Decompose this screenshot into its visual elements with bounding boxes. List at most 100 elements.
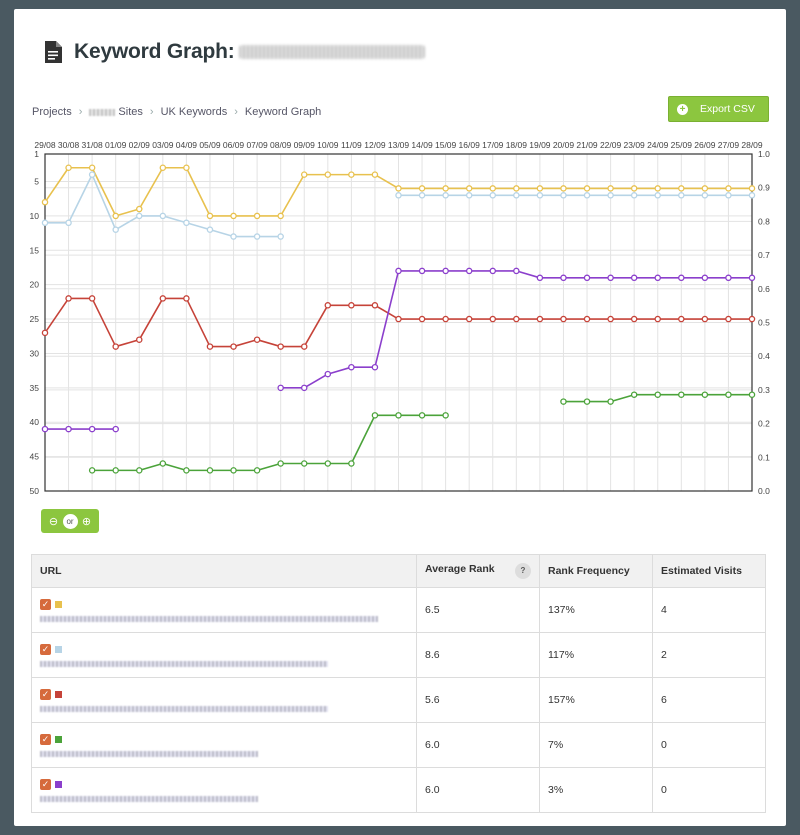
data-point[interactable] — [136, 205, 143, 213]
data-point[interactable] — [88, 467, 96, 474]
data-point[interactable] — [253, 233, 261, 240]
data-point[interactable] — [65, 164, 72, 172]
data-point[interactable] — [277, 233, 284, 240]
data-point[interactable] — [654, 185, 661, 192]
data-point[interactable] — [465, 185, 473, 192]
data-point[interactable] — [748, 274, 756, 282]
data-point[interactable] — [607, 398, 614, 405]
data-point[interactable] — [300, 384, 308, 392]
data-point[interactable] — [630, 391, 638, 398]
data-point[interactable] — [324, 302, 332, 309]
data-point[interactable] — [277, 212, 284, 220]
data-point[interactable] — [725, 274, 732, 282]
data-point[interactable] — [607, 185, 614, 192]
data-point[interactable] — [348, 171, 355, 178]
data-point[interactable] — [654, 274, 661, 282]
data-point[interactable] — [159, 295, 167, 302]
breadcrumb-sites[interactable]: Sites — [118, 106, 143, 118]
data-point[interactable] — [725, 185, 732, 192]
data-point[interactable] — [206, 226, 214, 233]
data-point[interactable] — [300, 460, 308, 467]
data-point[interactable] — [112, 467, 119, 474]
data-point[interactable] — [300, 343, 308, 350]
data-point[interactable] — [324, 460, 332, 467]
data-point[interactable] — [277, 460, 284, 467]
data-point[interactable] — [583, 315, 591, 323]
data-point[interactable] — [536, 192, 544, 199]
data-point[interactable] — [701, 274, 709, 282]
data-point[interactable] — [513, 315, 520, 323]
data-point[interactable] — [418, 185, 426, 192]
data-point[interactable] — [607, 274, 614, 282]
data-point[interactable] — [348, 460, 355, 467]
data-point[interactable] — [371, 363, 379, 371]
data-point[interactable] — [489, 315, 497, 323]
data-point[interactable] — [678, 391, 685, 398]
data-point[interactable] — [630, 315, 638, 323]
data-point[interactable] — [112, 425, 119, 433]
data-point[interactable] — [442, 267, 449, 275]
data-point[interactable] — [654, 391, 661, 398]
data-point[interactable] — [183, 219, 190, 227]
data-point[interactable] — [465, 267, 473, 275]
data-point[interactable] — [583, 192, 591, 199]
data-point[interactable] — [678, 192, 685, 199]
data-point[interactable] — [607, 315, 614, 323]
zoom-button[interactable]: ⊖ or ⊕ — [41, 509, 99, 533]
data-point[interactable] — [88, 295, 96, 302]
data-point[interactable] — [465, 192, 473, 199]
data-point[interactable] — [65, 425, 72, 433]
data-point[interactable] — [442, 192, 449, 199]
checkmark-icon[interactable]: ✓ — [40, 733, 51, 745]
data-point[interactable] — [41, 425, 49, 433]
data-point[interactable] — [513, 192, 520, 199]
data-point[interactable] — [701, 391, 709, 398]
data-point[interactable] — [442, 315, 449, 323]
data-point[interactable] — [630, 192, 638, 199]
data-point[interactable] — [277, 384, 284, 392]
data-point[interactable] — [183, 164, 190, 172]
data-point[interactable] — [230, 212, 237, 220]
zoom-out-icon[interactable]: ⊖ — [48, 515, 59, 528]
data-point[interactable] — [371, 412, 379, 419]
data-point[interactable] — [183, 467, 190, 474]
data-point[interactable] — [253, 212, 261, 220]
data-point[interactable] — [206, 212, 214, 220]
data-point[interactable] — [395, 192, 402, 199]
data-point[interactable] — [253, 467, 261, 474]
data-point[interactable] — [536, 315, 544, 323]
data-point[interactable] — [112, 343, 119, 350]
data-point[interactable] — [230, 467, 237, 474]
data-point[interactable] — [489, 185, 497, 192]
breadcrumb-uk-keywords[interactable]: UK Keywords — [160, 106, 228, 118]
data-point[interactable] — [159, 460, 167, 467]
data-point[interactable] — [607, 192, 614, 199]
data-point[interactable] — [395, 412, 402, 419]
data-point[interactable] — [725, 315, 732, 323]
data-point[interactable] — [701, 315, 709, 323]
data-point[interactable] — [678, 274, 685, 282]
data-point[interactable] — [442, 185, 449, 192]
data-point[interactable] — [395, 267, 402, 275]
data-point[interactable] — [324, 370, 332, 378]
checkmark-icon[interactable]: ✓ — [40, 643, 51, 655]
data-point[interactable] — [65, 295, 72, 302]
data-point[interactable] — [41, 198, 49, 206]
data-point[interactable] — [136, 212, 143, 220]
data-point[interactable] — [277, 343, 284, 350]
data-point[interactable] — [418, 412, 426, 419]
data-point[interactable] — [536, 185, 544, 192]
data-point[interactable] — [583, 274, 591, 282]
question-icon[interactable]: ? — [515, 563, 531, 579]
data-point[interactable] — [583, 398, 591, 405]
data-point[interactable] — [65, 219, 72, 227]
data-point[interactable] — [560, 315, 567, 323]
breadcrumb-projects[interactable]: Projects — [32, 106, 72, 118]
data-point[interactable] — [348, 302, 355, 309]
data-point[interactable] — [630, 185, 638, 192]
data-point[interactable] — [701, 192, 709, 199]
data-point[interactable] — [41, 329, 49, 337]
data-point[interactable] — [253, 336, 261, 343]
data-point[interactable] — [678, 185, 685, 192]
data-point[interactable] — [583, 185, 591, 192]
